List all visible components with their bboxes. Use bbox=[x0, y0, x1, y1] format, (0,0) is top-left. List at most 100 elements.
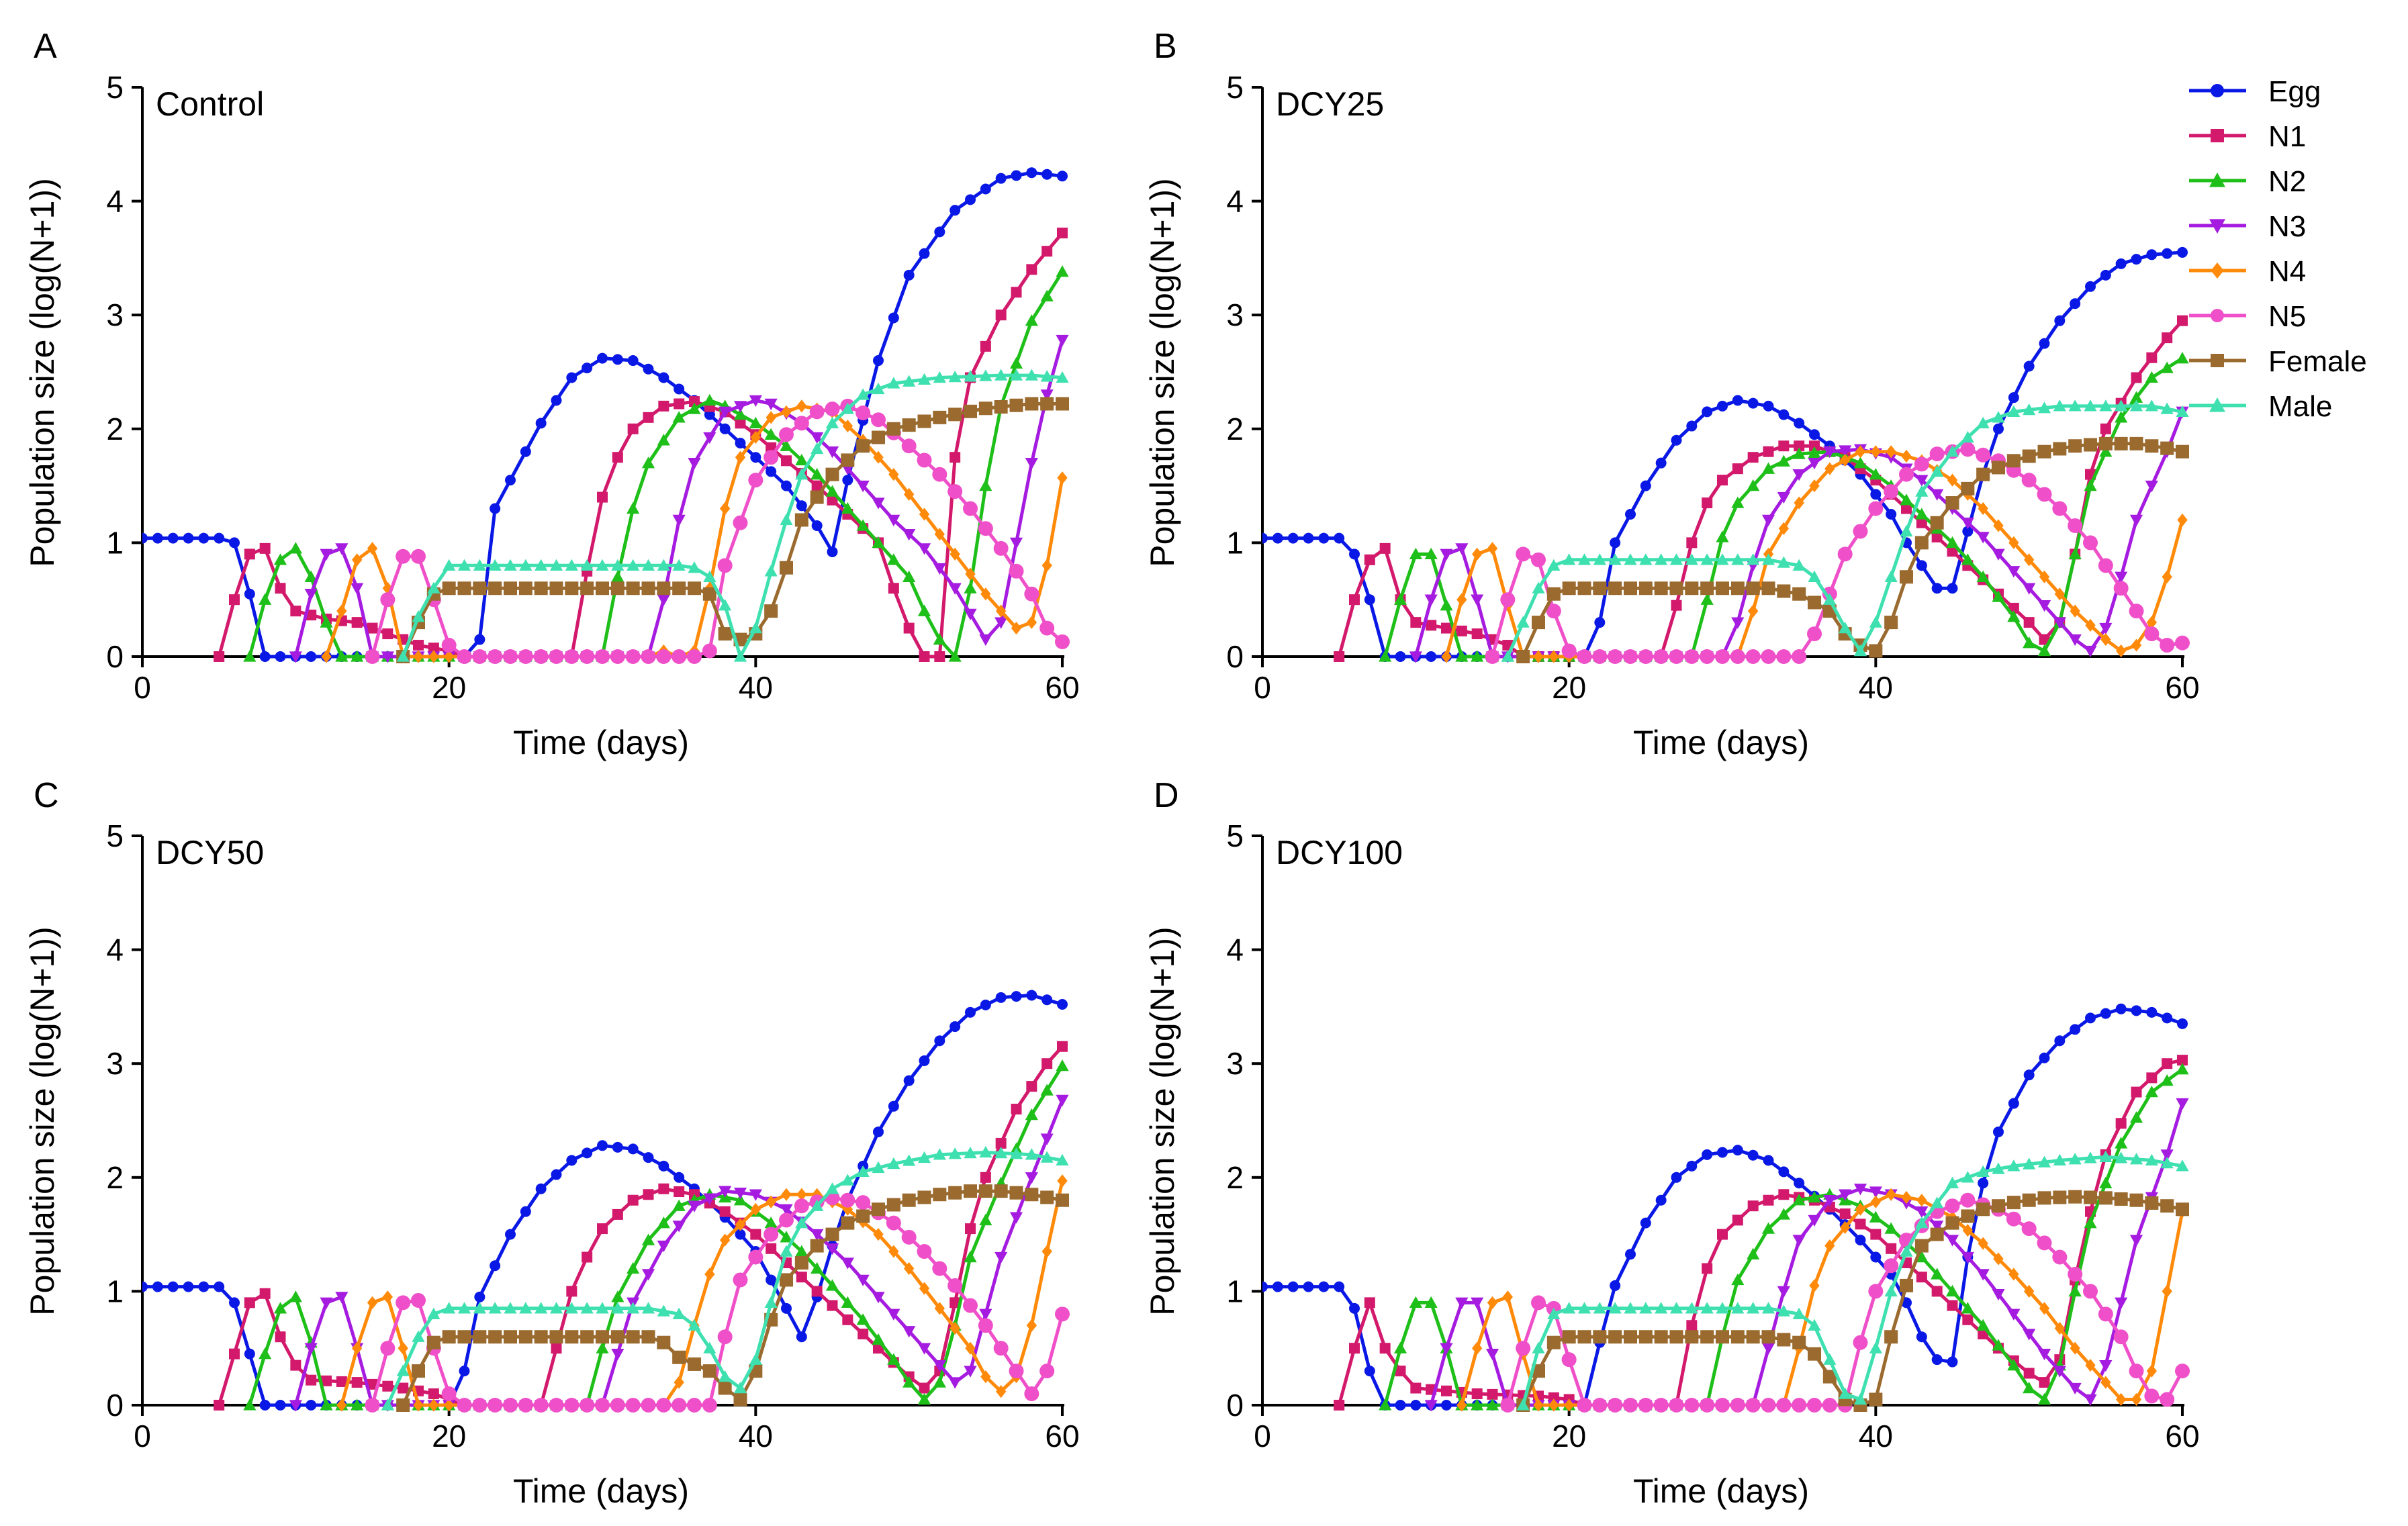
data-point bbox=[1011, 287, 1022, 298]
data-point bbox=[1532, 581, 1545, 593]
data-point bbox=[781, 455, 792, 467]
data-point bbox=[1809, 479, 1820, 493]
data-point bbox=[980, 999, 991, 1010]
data-point bbox=[1485, 649, 1500, 664]
data-point bbox=[142, 1281, 148, 1292]
data-point bbox=[520, 446, 531, 457]
data-point bbox=[994, 400, 1008, 414]
data-point bbox=[351, 1341, 363, 1355]
data-point bbox=[152, 532, 163, 544]
legend-item-n3: N3 bbox=[2189, 210, 2306, 243]
data-point bbox=[780, 439, 793, 451]
data-point bbox=[780, 1204, 793, 1216]
data-point bbox=[1792, 649, 1807, 664]
data-point bbox=[259, 651, 271, 662]
data-point bbox=[919, 1055, 930, 1066]
data-point bbox=[1869, 1341, 1882, 1353]
data-point bbox=[627, 1194, 639, 1206]
data-point bbox=[2023, 1069, 2035, 1081]
data-point bbox=[1516, 1341, 1531, 1356]
data-point bbox=[733, 1188, 747, 1200]
data-point bbox=[2008, 392, 2019, 403]
data-point bbox=[858, 1329, 869, 1339]
panel-letter-d: D bbox=[1154, 776, 1179, 815]
data-point bbox=[1732, 395, 1743, 406]
data-point bbox=[948, 1147, 962, 1159]
data-point bbox=[1533, 650, 1544, 663]
data-point bbox=[1471, 1341, 1483, 1355]
data-point bbox=[856, 1274, 870, 1287]
data-point bbox=[488, 1398, 503, 1413]
data-point bbox=[886, 1198, 900, 1212]
data-point bbox=[551, 1343, 562, 1354]
legend-marker bbox=[2211, 84, 2224, 97]
data-point bbox=[919, 508, 930, 521]
data-point bbox=[1625, 1249, 1636, 1260]
data-point bbox=[796, 500, 807, 512]
data-point bbox=[1945, 1216, 1959, 1230]
data-point bbox=[657, 581, 671, 595]
series-n1 bbox=[214, 1041, 1068, 1411]
data-point bbox=[1471, 1398, 1484, 1411]
data-point bbox=[1716, 553, 1729, 565]
data-point bbox=[2037, 1155, 2051, 1167]
data-point bbox=[1056, 334, 1069, 347]
data-point bbox=[1976, 1319, 1990, 1331]
data-point bbox=[1026, 1081, 1037, 1092]
data-point bbox=[825, 1279, 839, 1291]
y-tick-label: 1 bbox=[1226, 525, 1244, 560]
data-point bbox=[198, 1281, 210, 1292]
data-point bbox=[1655, 1194, 1667, 1206]
data-point bbox=[1456, 625, 1467, 636]
data-point bbox=[1747, 1200, 1759, 1212]
data-point bbox=[1715, 1398, 1730, 1413]
data-point bbox=[580, 1302, 594, 1314]
data-point bbox=[1870, 1251, 1882, 1263]
data-point bbox=[1915, 475, 1929, 487]
data-point bbox=[2084, 645, 2097, 658]
data-point bbox=[825, 485, 839, 497]
data-point bbox=[2100, 423, 2111, 434]
data-point bbox=[933, 563, 946, 575]
data-point bbox=[1700, 1330, 1714, 1344]
data-point bbox=[1334, 1400, 1345, 1411]
data-point bbox=[1669, 1330, 1683, 1344]
data-point bbox=[396, 650, 410, 662]
data-point bbox=[1823, 1353, 1837, 1365]
data-point bbox=[903, 1075, 915, 1086]
data-point bbox=[1056, 397, 1069, 411]
data-point bbox=[428, 642, 439, 654]
data-point bbox=[795, 1217, 808, 1229]
data-point bbox=[947, 484, 963, 499]
data-point bbox=[1931, 489, 1944, 501]
data-point bbox=[1639, 553, 1653, 565]
data-point bbox=[2007, 1359, 2021, 1371]
series-female bbox=[1516, 1190, 2189, 1412]
data-point bbox=[1056, 371, 1069, 383]
data-point bbox=[214, 1400, 225, 1411]
data-point bbox=[490, 1260, 501, 1272]
data-point bbox=[306, 610, 317, 621]
data-point bbox=[2144, 626, 2160, 642]
legend-item-n4: N4 bbox=[2189, 255, 2306, 288]
data-point bbox=[933, 1376, 946, 1388]
data-point bbox=[1778, 1189, 1790, 1200]
data-point bbox=[764, 398, 778, 411]
data-point bbox=[152, 1281, 163, 1292]
data-point bbox=[1700, 553, 1714, 565]
data-point bbox=[2144, 1388, 2160, 1404]
data-point bbox=[367, 622, 378, 634]
data-point bbox=[627, 1302, 640, 1314]
data-point bbox=[1379, 1398, 1392, 1411]
data-point bbox=[474, 1291, 485, 1302]
data-point bbox=[1393, 593, 1407, 605]
data-point bbox=[2129, 1153, 2143, 1165]
data-point bbox=[2099, 1176, 2113, 1188]
data-point bbox=[872, 1333, 885, 1345]
data-point bbox=[1671, 600, 1682, 611]
data-point bbox=[994, 1147, 1008, 1159]
data-point bbox=[1009, 1186, 1023, 1200]
data-point bbox=[549, 1330, 563, 1344]
data-point bbox=[888, 1100, 899, 1112]
data-point bbox=[2084, 399, 2097, 412]
